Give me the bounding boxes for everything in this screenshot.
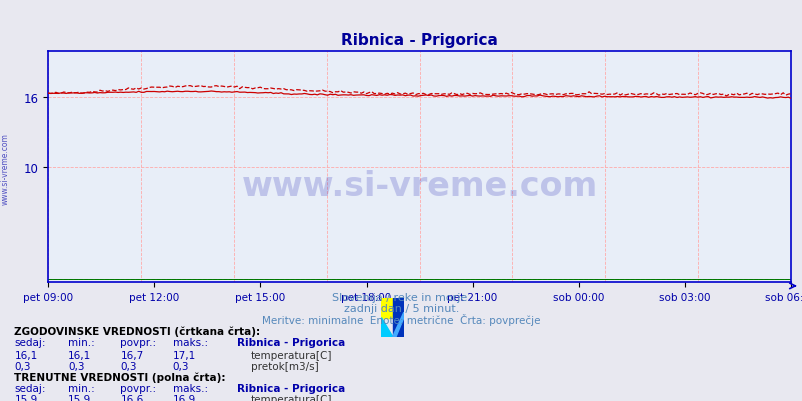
Text: 17,1: 17,1 bbox=[172, 350, 196, 360]
Text: zadnji dan / 5 minut.: zadnji dan / 5 minut. bbox=[343, 303, 459, 313]
Text: 0,3: 0,3 bbox=[68, 361, 85, 371]
Text: www.si-vreme.com: www.si-vreme.com bbox=[241, 169, 597, 203]
Text: 0,3: 0,3 bbox=[14, 361, 31, 371]
Text: 15,9: 15,9 bbox=[68, 394, 91, 401]
Text: 15,9: 15,9 bbox=[14, 394, 38, 401]
Text: 16,6: 16,6 bbox=[120, 394, 144, 401]
Text: 0,3: 0,3 bbox=[120, 361, 137, 371]
Text: povpr.:: povpr.: bbox=[120, 338, 156, 348]
Text: pretok[m3/s]: pretok[m3/s] bbox=[250, 361, 318, 371]
Text: sedaj:: sedaj: bbox=[14, 338, 46, 348]
Text: Meritve: minimalne  Enote: metrične  Črta: povprečje: Meritve: minimalne Enote: metrične Črta:… bbox=[262, 314, 540, 326]
Text: min.:: min.: bbox=[68, 338, 95, 348]
Text: 0,3: 0,3 bbox=[172, 361, 189, 371]
Text: 16,1: 16,1 bbox=[14, 350, 38, 360]
Text: 16,1: 16,1 bbox=[68, 350, 91, 360]
Text: maks.:: maks.: bbox=[172, 383, 208, 393]
Text: sedaj:: sedaj: bbox=[14, 383, 46, 393]
Text: Slovenija / reke in morje.: Slovenija / reke in morje. bbox=[332, 292, 470, 302]
Text: TRENUTNE VREDNOSTI (polna črta):: TRENUTNE VREDNOSTI (polna črta): bbox=[14, 371, 225, 382]
Polygon shape bbox=[392, 312, 403, 337]
Text: Ribnica - Prigorica: Ribnica - Prigorica bbox=[237, 338, 345, 348]
Polygon shape bbox=[381, 318, 392, 337]
Text: temperatura[C]: temperatura[C] bbox=[250, 394, 331, 401]
Text: 16,9: 16,9 bbox=[172, 394, 196, 401]
Polygon shape bbox=[392, 299, 403, 337]
Text: Ribnica - Prigorica: Ribnica - Prigorica bbox=[237, 383, 345, 393]
Text: min.:: min.: bbox=[68, 383, 95, 393]
Text: www.si-vreme.com: www.si-vreme.com bbox=[1, 133, 10, 204]
Bar bbox=[381, 299, 392, 318]
Text: 16,7: 16,7 bbox=[120, 350, 144, 360]
Title: Ribnica - Prigorica: Ribnica - Prigorica bbox=[341, 33, 497, 48]
Text: povpr.:: povpr.: bbox=[120, 383, 156, 393]
Text: maks.:: maks.: bbox=[172, 338, 208, 348]
Text: temperatura[C]: temperatura[C] bbox=[250, 350, 331, 360]
Text: ZGODOVINSKE VREDNOSTI (črtkana črta):: ZGODOVINSKE VREDNOSTI (črtkana črta): bbox=[14, 326, 261, 336]
